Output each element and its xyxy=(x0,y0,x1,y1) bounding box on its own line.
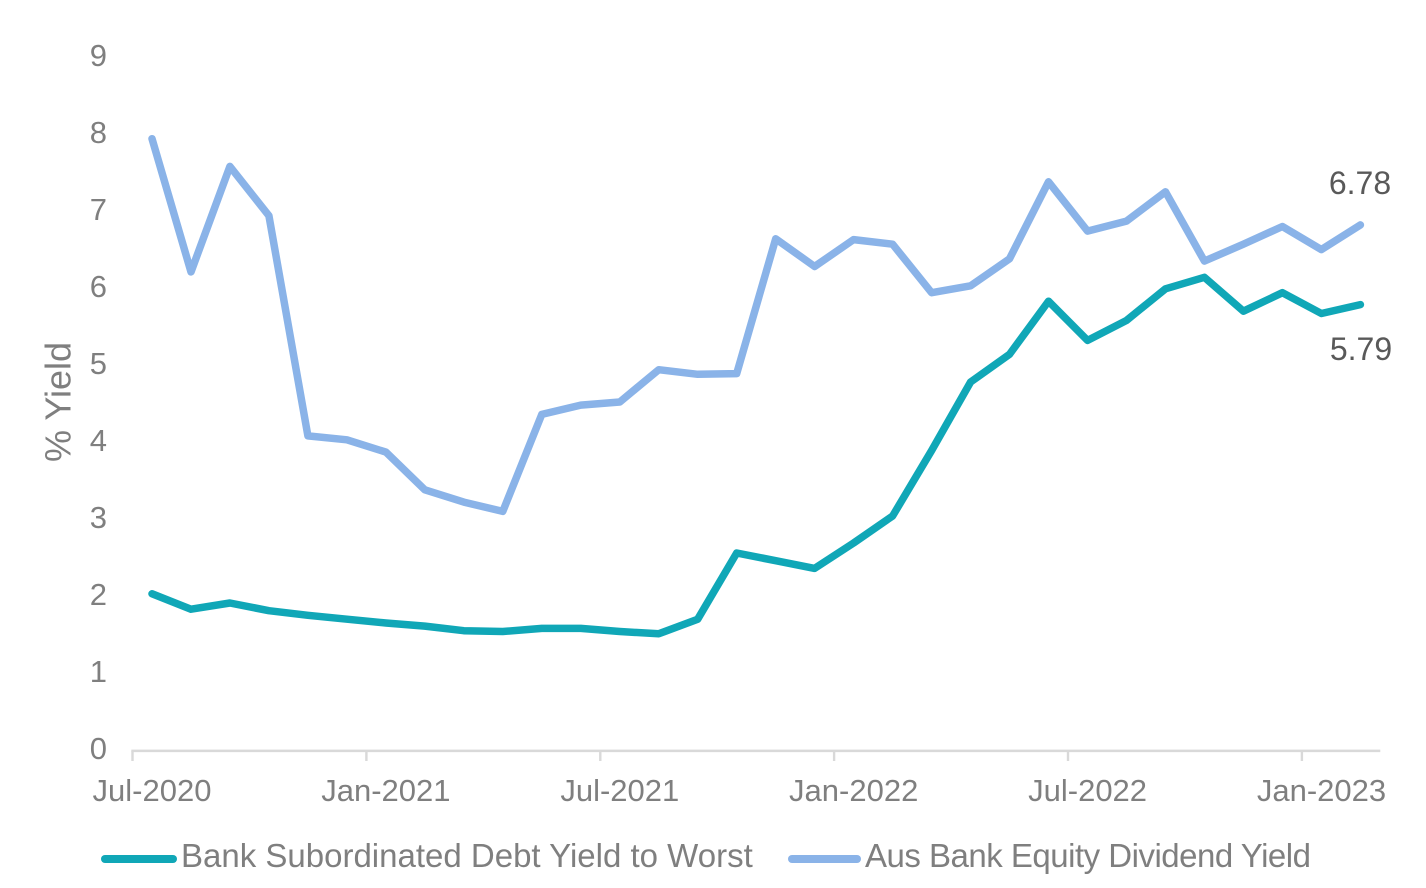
svg-text:Jan-2022: Jan-2022 xyxy=(789,773,918,808)
svg-text:9: 9 xyxy=(90,38,107,73)
svg-text:% Yield: % Yield xyxy=(38,342,79,462)
svg-text:3: 3 xyxy=(90,500,107,535)
svg-text:6: 6 xyxy=(90,269,107,304)
svg-text:Jan-2021: Jan-2021 xyxy=(321,773,450,808)
svg-text:5.79: 5.79 xyxy=(1330,331,1392,367)
svg-text:Jul-2020: Jul-2020 xyxy=(93,773,212,808)
svg-text:5: 5 xyxy=(90,346,107,381)
svg-text:0: 0 xyxy=(90,731,107,766)
svg-text:Jul-2022: Jul-2022 xyxy=(1028,773,1147,808)
svg-text:Jul-2021: Jul-2021 xyxy=(560,773,679,808)
svg-text:Jan-2023: Jan-2023 xyxy=(1257,773,1386,808)
svg-text:6.78: 6.78 xyxy=(1329,165,1391,201)
svg-text:Bank Subordinated Debt Yield t: Bank Subordinated Debt Yield to Worst xyxy=(181,837,753,874)
svg-text:Aus Bank Equity Dividend Yield: Aus Bank Equity Dividend Yield xyxy=(865,837,1310,874)
svg-text:1: 1 xyxy=(90,654,107,689)
svg-text:4: 4 xyxy=(90,423,107,458)
svg-text:7: 7 xyxy=(90,192,107,227)
svg-text:2: 2 xyxy=(90,577,107,612)
svg-text:8: 8 xyxy=(90,115,107,150)
